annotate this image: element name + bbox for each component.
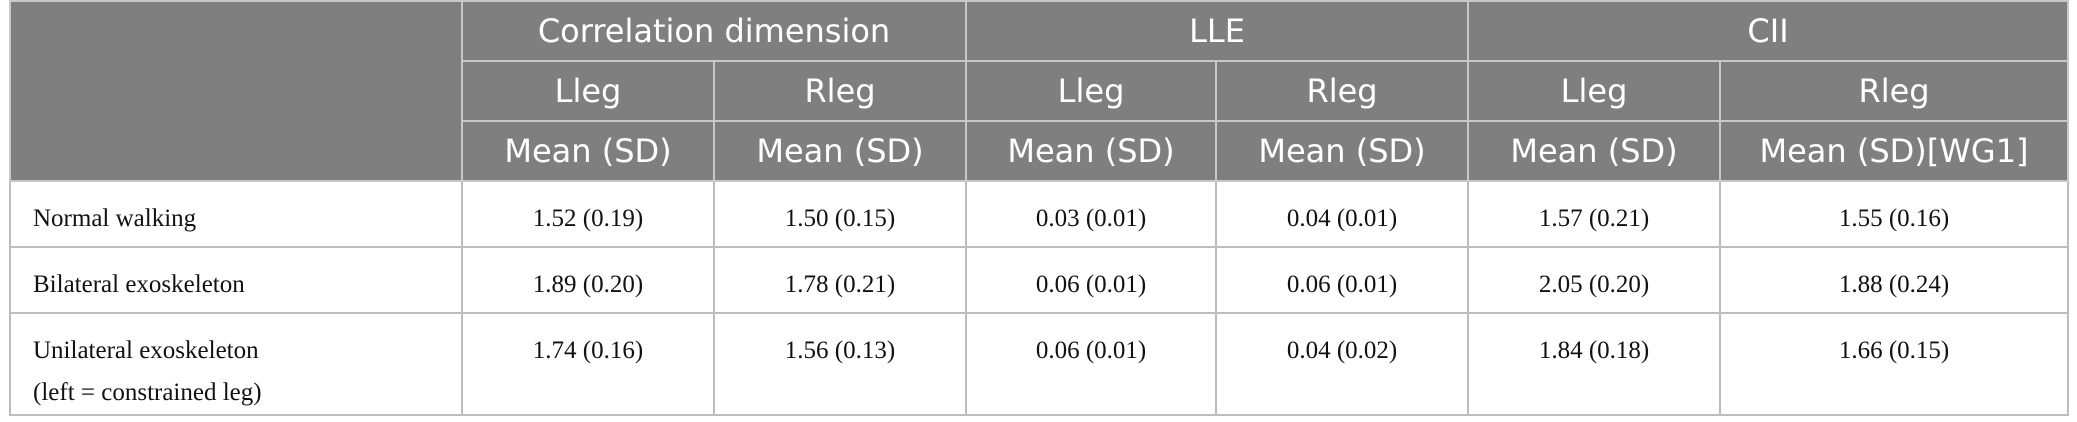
cell: 0.06 (0.01) [965, 246, 1218, 314]
data-table: Correlation dimension LLE CII Lleg Rleg Lleg R… [9, 0, 2070, 416]
cell: 0.06 (0.01) [965, 312, 1218, 416]
table-wrap: Correlation dimension LLE CII Lleg Rleg Lleg R… [9, 0, 2070, 416]
cell: 1.57 (0.21) [1467, 180, 1722, 248]
cell: 1.84 (0.18) [1467, 312, 1722, 416]
leg-header: Lleg [965, 60, 1218, 122]
header-row: Lleg Rleg Lleg Rleg Lleg Rleg [10, 60, 2070, 122]
group-header: CII [1467, 0, 2070, 62]
cell: 1.78 (0.21) [712, 246, 968, 314]
leg-header: Lleg [1467, 60, 1722, 122]
leg-header: Lleg [461, 60, 715, 122]
cell: 1.50 (0.15) [712, 180, 968, 248]
cell: 1.52 (0.19) [461, 180, 715, 248]
row-label: Unilateral exoskeleton (left = constrain… [9, 312, 463, 416]
group-header: Correlation dimension [460, 0, 968, 62]
stat-header: Mean (SD)[WG1] [1719, 120, 2070, 182]
cell: 1.66 (0.15) [1719, 312, 2070, 416]
cell: 2.05 (0.20) [1467, 246, 1722, 314]
cell: 1.74 (0.16) [461, 312, 715, 416]
cell: 1.89 (0.20) [461, 246, 715, 314]
body-row: Bilateral exoskeleton 1.89 (0.20) 1.78 (0.… [9, 246, 2070, 314]
row-label: Normal walking [9, 180, 463, 248]
cell: 1.88 (0.24) [1719, 246, 2070, 314]
cell: 0.04 (0.01) [1215, 180, 1470, 248]
stat-header: Mean (SD) [965, 120, 1218, 182]
body-row: Unilateral exoskeleton (left = constrain… [9, 312, 2070, 416]
leg-header: Rleg [1215, 60, 1470, 122]
stat-header: Mean (SD) [1215, 120, 1470, 182]
stat-header: Mean (SD) [1467, 120, 1722, 182]
stat-header: Mean (SD) [461, 120, 715, 182]
cell: 0.03 (0.01) [965, 180, 1218, 248]
leg-header: Rleg [1719, 60, 2070, 122]
corner-cell [9, 0, 463, 182]
group-header: LLE [965, 0, 1470, 62]
cell: 0.06 (0.01) [1215, 246, 1470, 314]
cell: 0.04 (0.02) [1215, 312, 1470, 416]
header-row: Correlation dimension LLE CII [9, 0, 2070, 182]
cell: 1.56 (0.13) [712, 312, 968, 416]
cell: 1.55 (0.16) [1719, 180, 2070, 248]
row-label: Bilateral exoskeleton [9, 246, 463, 314]
stat-header: Mean (SD) [712, 120, 968, 182]
leg-header: Rleg [712, 60, 968, 122]
header-row: Mean (SD) Mean (SD) Mean (SD) Mean (SD) Mean… [10, 120, 2070, 182]
body-row: Normal walking 1.52 (0.19) 1.50 (0.15) 0.03… [9, 180, 2070, 248]
